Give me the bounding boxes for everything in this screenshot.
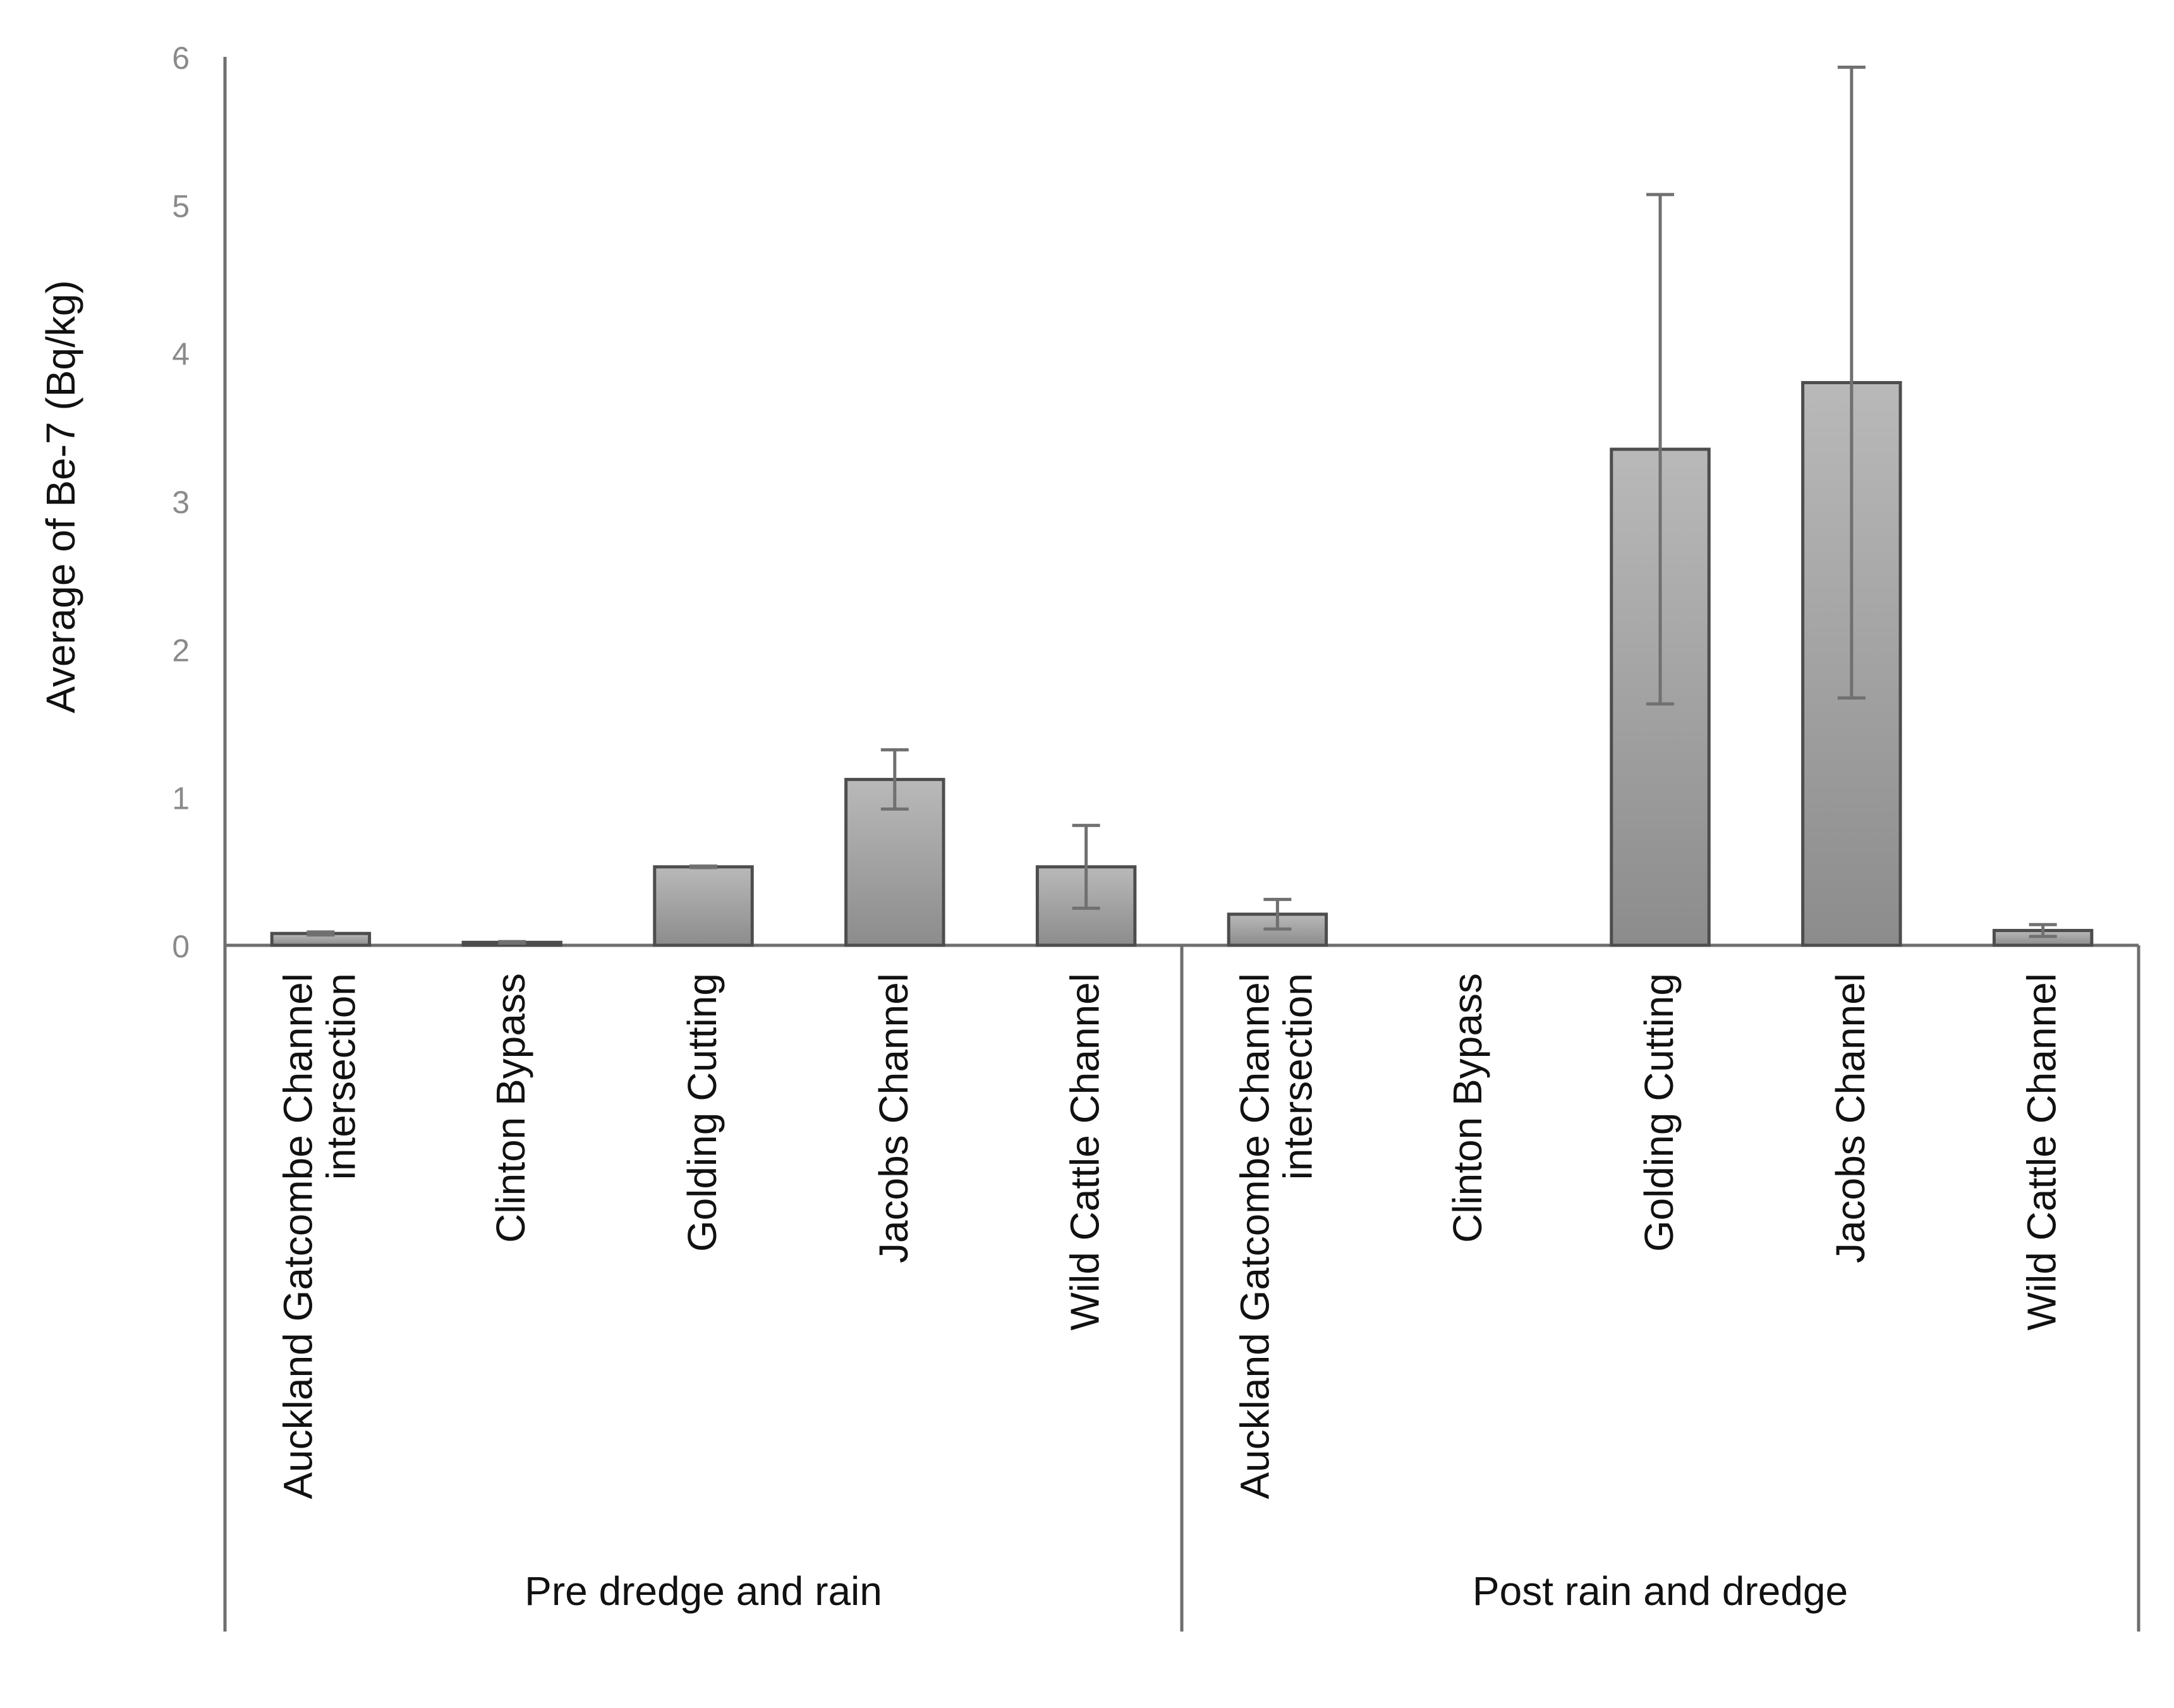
y-tick-label: 0	[172, 929, 190, 964]
y-tick-label: 4	[172, 337, 190, 372]
error-bars-layer	[307, 65, 2057, 945]
y-tick-label: 5	[172, 188, 190, 224]
group-label: Post rain and dredge	[1473, 1568, 1848, 1614]
category-label: intersection	[1275, 973, 1320, 1180]
bars-layer	[270, 381, 2094, 947]
y-tick-label: 2	[172, 633, 190, 668]
y-axis-title: Average of Be-7 (Bq/kg)	[38, 280, 83, 713]
category-label: Wild Cattle Channel	[2019, 973, 2065, 1331]
category-label: Clinton Bypass	[488, 973, 533, 1243]
y-tick-label: 6	[172, 40, 190, 76]
y-tick-label: 1	[172, 781, 190, 816]
y-tick-label: 3	[172, 485, 190, 520]
labels-layer: 0 1 2 3 4 5 6 Average of Be-7 (Bq/kg) Pre dredge…	[38, 40, 2065, 1614]
bar[interactable]	[653, 865, 754, 947]
category-label: Auckland Gatcombe Channel	[1232, 973, 1277, 1499]
category-label: Golding Cutting	[679, 973, 725, 1252]
category-label: Auckland Gatcombe Channel	[275, 973, 320, 1499]
category-label: Wild Cattle Channel	[1062, 973, 1108, 1331]
group-label: Pre dredge and rain	[525, 1568, 882, 1614]
category-label: Jacobs Channel	[871, 973, 916, 1263]
category-label: Golding Cutting	[1636, 973, 1682, 1252]
category-label: intersection	[318, 973, 363, 1180]
category-label: Jacobs Channel	[1828, 973, 1873, 1263]
category-label: Clinton Bypass	[1445, 973, 1490, 1243]
